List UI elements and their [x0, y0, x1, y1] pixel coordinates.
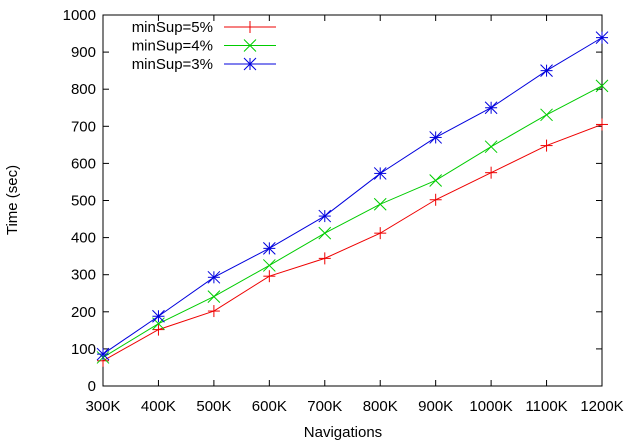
data-point — [595, 79, 609, 93]
y-axis-ticks: 0 100 200 300 400 500 600 700 800 900 1000 — [63, 7, 602, 395]
y-tick-label: 300 — [71, 267, 96, 284]
data-point — [152, 323, 165, 336]
y-tick-label: 900 — [71, 44, 96, 61]
data-point — [262, 242, 276, 255]
data-point — [540, 64, 553, 78]
data-point-stroke — [429, 131, 443, 144]
data-point — [485, 166, 498, 179]
data-point-stroke — [540, 64, 553, 78]
x-tick-label: 1000K — [469, 398, 512, 415]
legend-label: minSup=3% — [132, 56, 213, 73]
data-point — [374, 227, 387, 240]
data-point-stroke — [595, 79, 609, 93]
data-point — [596, 118, 608, 131]
data-point — [207, 290, 221, 303]
x-tick-label: 600K — [252, 398, 287, 415]
legend-label: minSup=5% — [132, 19, 213, 36]
data-point-stroke — [429, 174, 443, 187]
data-point-stroke — [207, 290, 221, 303]
x-tick-label: 900K — [418, 398, 453, 415]
y-tick-label: 500 — [71, 193, 96, 210]
y-tick-label: 200 — [71, 304, 96, 321]
data-point — [318, 226, 332, 240]
data-point — [484, 140, 498, 154]
legend: minSup=5% minSup=4%minSup=3% — [132, 19, 276, 73]
series-line — [102, 37, 603, 355]
series-1 — [97, 118, 608, 367]
data-point-stroke — [318, 209, 332, 223]
data-point — [595, 31, 609, 44]
data-point-stroke — [484, 101, 498, 115]
data-point — [484, 101, 498, 115]
y-axis-label: Time (sec) — [4, 165, 21, 235]
y-tick-label: 600 — [71, 155, 96, 172]
y-tick-label: 400 — [71, 230, 96, 247]
series-line — [102, 123, 603, 362]
data-point-stroke — [152, 309, 165, 323]
data-point — [429, 131, 443, 144]
data-point — [373, 167, 387, 180]
data-point — [318, 252, 331, 265]
data-point — [263, 270, 276, 283]
y-tick-label: 0 — [88, 378, 96, 395]
x-axis-label: Navigations — [304, 424, 382, 441]
legend-swatch-marker-stroke — [243, 39, 257, 52]
x-tick-label: 400K — [141, 398, 176, 415]
series-line — [102, 85, 603, 358]
y-tick-label: 100 — [71, 341, 96, 358]
x-tick-label: 500K — [196, 398, 231, 415]
legend-swatch-marker — [243, 57, 257, 71]
y-tick-label: 1000 — [63, 7, 96, 24]
series-3 — [96, 31, 609, 361]
data-point-stroke — [262, 259, 276, 272]
data-point-stroke — [207, 270, 221, 284]
x-tick-label: 1200K — [580, 398, 623, 415]
data-point-stroke — [373, 167, 387, 180]
y-tick-label: 700 — [71, 118, 96, 135]
data-point — [429, 174, 443, 187]
x-tick-label: 1100K — [525, 398, 567, 415]
data-point — [152, 309, 165, 323]
data-point-stroke — [96, 347, 110, 361]
data-point-stroke — [373, 197, 387, 211]
data-point-stroke — [540, 108, 553, 122]
legend-swatch-marker-stroke — [243, 57, 257, 71]
data-point — [429, 193, 442, 206]
data-point — [207, 270, 221, 284]
x-tick-label: 800K — [363, 398, 398, 415]
data-point — [540, 139, 553, 152]
legend-swatch-marker — [243, 39, 257, 52]
data-point — [318, 209, 332, 223]
data-point — [373, 197, 387, 211]
data-point — [96, 347, 110, 361]
y-tick-label: 800 — [71, 81, 96, 98]
data-point — [262, 259, 276, 272]
x-tick-label: 300K — [85, 398, 120, 415]
data-point-stroke — [318, 226, 332, 240]
data-point — [207, 305, 220, 318]
data-point-stroke — [484, 140, 498, 154]
data-point-stroke — [595, 31, 609, 44]
series-layer — [96, 31, 609, 367]
data-point-stroke — [262, 242, 276, 255]
series-2 — [96, 79, 609, 364]
x-tick-label: 700K — [307, 398, 342, 415]
x-axis-ticks: 300K 400K 500K 600K 700K 800K 900K 1000K 1100K 12… — [85, 15, 624, 415]
legend-swatch-marker — [244, 21, 256, 33]
data-point — [540, 108, 553, 122]
legend-label: minSup=4% — [132, 38, 213, 55]
